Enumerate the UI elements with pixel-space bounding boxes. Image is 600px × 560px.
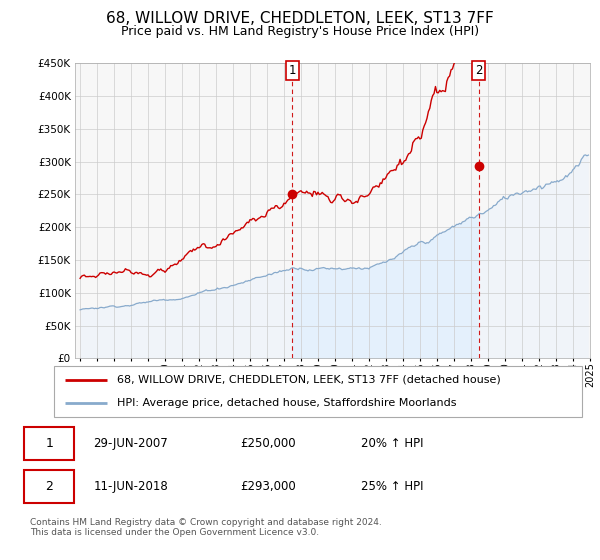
Text: 25% ↑ HPI: 25% ↑ HPI	[361, 480, 424, 493]
FancyBboxPatch shape	[54, 366, 582, 417]
Text: £250,000: £250,000	[240, 436, 295, 450]
Text: 2: 2	[46, 480, 53, 493]
Text: £293,000: £293,000	[240, 480, 296, 493]
Text: 11-JUN-2018: 11-JUN-2018	[94, 480, 168, 493]
Text: 68, WILLOW DRIVE, CHEDDLETON, LEEK, ST13 7FF: 68, WILLOW DRIVE, CHEDDLETON, LEEK, ST13…	[106, 11, 494, 26]
Text: 1: 1	[46, 436, 53, 450]
Text: 29-JUN-2007: 29-JUN-2007	[94, 436, 168, 450]
Text: 2: 2	[475, 64, 482, 77]
Text: Price paid vs. HM Land Registry's House Price Index (HPI): Price paid vs. HM Land Registry's House …	[121, 25, 479, 38]
Text: 68, WILLOW DRIVE, CHEDDLETON, LEEK, ST13 7FF (detached house): 68, WILLOW DRIVE, CHEDDLETON, LEEK, ST13…	[118, 375, 501, 385]
Text: Contains HM Land Registry data © Crown copyright and database right 2024.
This d: Contains HM Land Registry data © Crown c…	[30, 518, 382, 538]
Text: 1: 1	[289, 64, 296, 77]
FancyBboxPatch shape	[25, 470, 74, 503]
Text: 20% ↑ HPI: 20% ↑ HPI	[361, 436, 424, 450]
FancyBboxPatch shape	[25, 427, 74, 460]
Text: HPI: Average price, detached house, Staffordshire Moorlands: HPI: Average price, detached house, Staf…	[118, 398, 457, 408]
